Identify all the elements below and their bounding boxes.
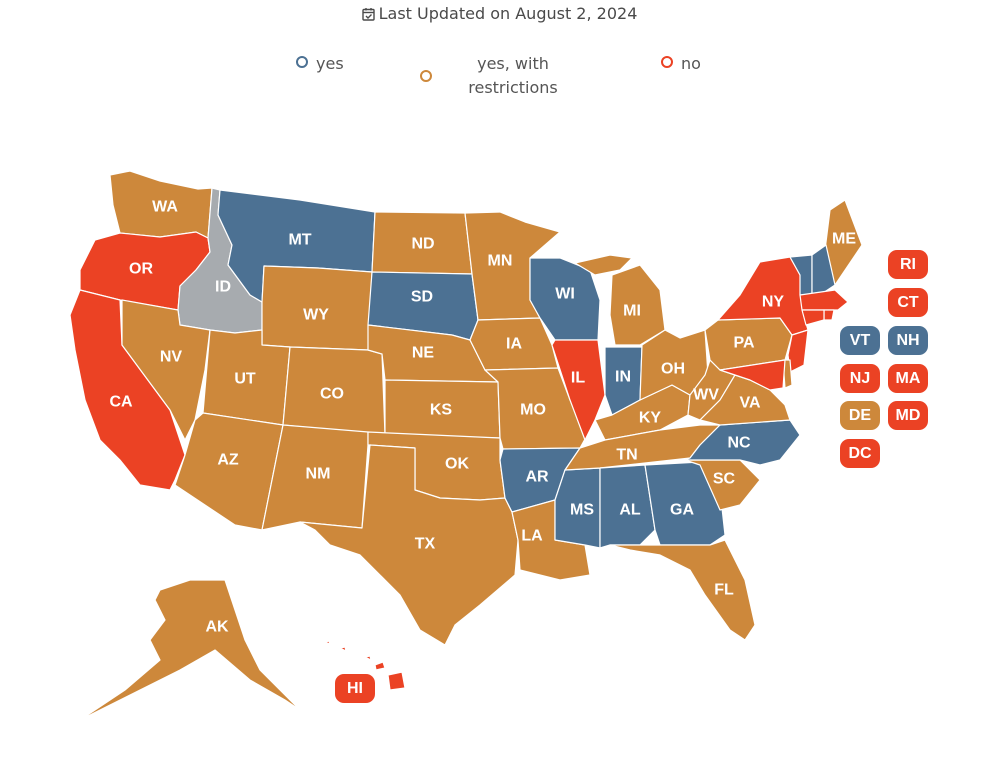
state-ct[interactable] [801,309,825,326]
state-wa[interactable] [109,170,213,239]
legend-yes-label: yes [316,54,344,73]
legend-no-label: no [681,54,701,73]
badge-ri[interactable]: RI [888,250,928,279]
legend-yes-dot [296,56,308,68]
badge-nh[interactable]: NH [888,326,928,355]
legend-yes[interactable]: yes [296,52,344,76]
state-nd[interactable] [371,211,473,275]
state-de[interactable] [782,359,793,389]
state-ma[interactable] [799,289,849,311]
state-nj[interactable] [787,329,809,373]
state-ks[interactable] [384,379,501,439]
state-wy[interactable] [261,265,373,351]
badge-hi[interactable]: HI [335,674,375,703]
badge-ma[interactable]: MA [888,364,928,393]
state-co[interactable] [282,346,386,436]
badge-nj[interactable]: NJ [840,364,880,393]
badge-de[interactable]: DE [840,401,880,430]
legend-restricted[interactable]: yes, with restrictions [418,52,608,100]
last-updated-text: Last Updated on August 2, 2024 [378,4,638,23]
badge-vt[interactable]: VT [840,326,880,355]
last-updated: Last Updated on August 2, 2024 [0,4,999,23]
state-md[interactable] [719,359,786,391]
badge-md[interactable]: MD [888,401,928,430]
calendar-check-icon [361,8,375,21]
state-ms[interactable] [554,467,601,549]
state-nh[interactable] [811,244,836,296]
state-ak[interactable] [79,579,301,721]
legend-restricted-dot [420,70,432,82]
legend-no-dot [661,56,673,68]
legend-restricted-label-2: restrictions [468,78,558,97]
state-il[interactable] [551,339,606,441]
badge-ct[interactable]: CT [888,288,928,317]
state-nc[interactable] [684,419,801,466]
state-tx[interactable] [299,444,519,646]
state-nv[interactable] [121,299,211,441]
state-me[interactable] [824,199,863,286]
legend-restricted-label-1: yes, with [477,54,549,73]
state-hi[interactable] [324,640,406,691]
state-fl[interactable] [609,539,756,641]
badge-dc[interactable]: DC [840,439,880,468]
legend-no[interactable]: no [661,52,701,76]
state-ri[interactable] [823,309,835,321]
